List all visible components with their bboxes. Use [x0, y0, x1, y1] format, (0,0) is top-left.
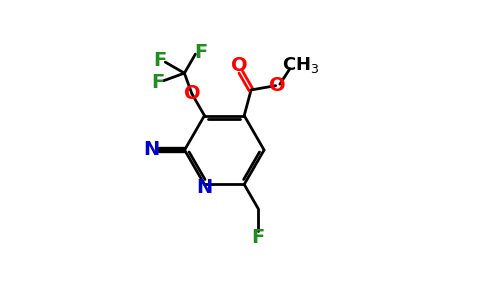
Text: CH$_3$: CH$_3$	[282, 55, 319, 75]
Text: O: O	[269, 76, 286, 95]
Text: N: N	[143, 140, 160, 160]
Text: O: O	[231, 56, 248, 75]
Text: F: F	[252, 228, 265, 247]
Text: F: F	[194, 43, 207, 62]
Text: O: O	[183, 84, 200, 104]
Text: F: F	[153, 51, 166, 70]
Text: F: F	[151, 73, 165, 92]
Text: N: N	[197, 178, 212, 197]
